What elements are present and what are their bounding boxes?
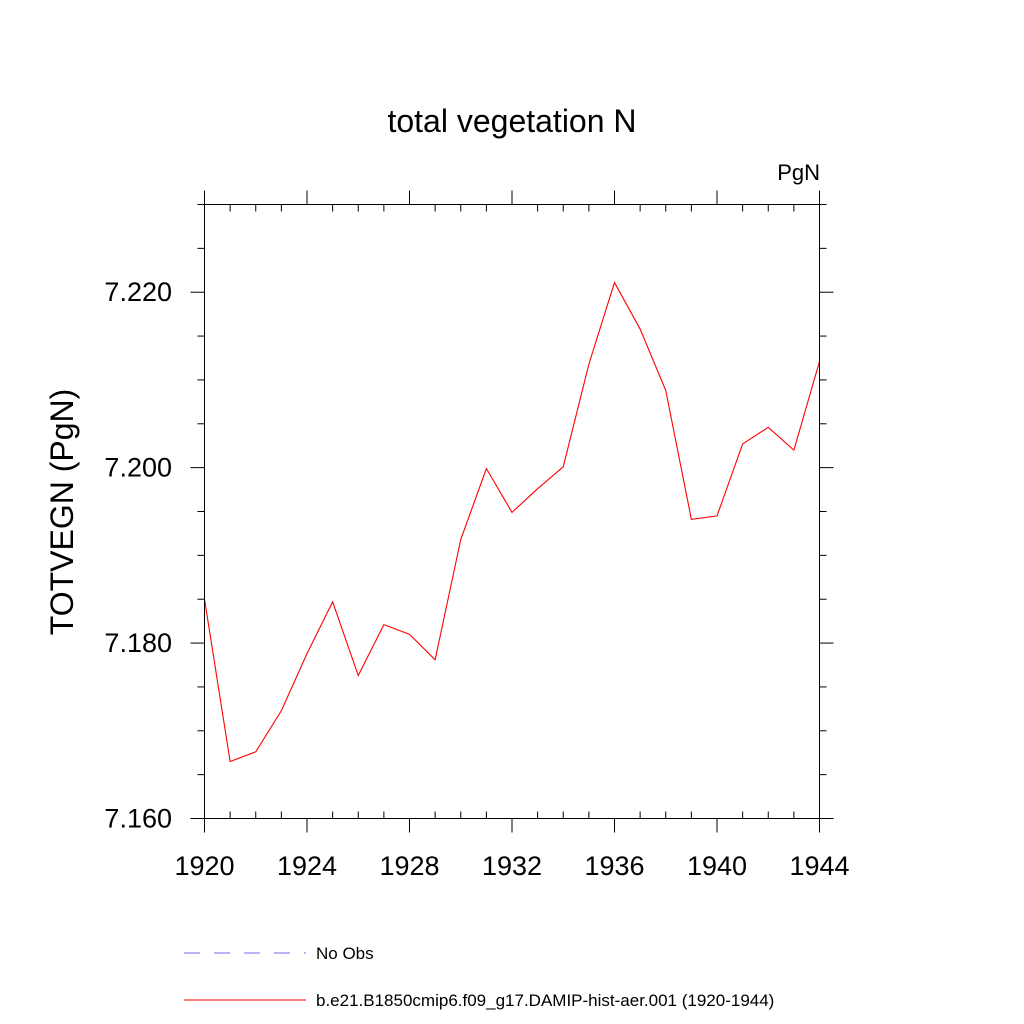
y-tick-label: 7.180 <box>104 628 172 658</box>
y-tick-label: 7.220 <box>104 277 172 307</box>
x-tick-label: 1924 <box>277 851 337 881</box>
legend-label: No Obs <box>316 944 374 963</box>
y-axis: 7.160 7.180 7.200 7.220 <box>104 204 834 834</box>
x-tick-label: 1940 <box>687 851 747 881</box>
series-line <box>203 281 821 763</box>
legend-label: b.e21.B1850cmip6.f09_g17.DAMIP-hist-aer.… <box>316 991 774 1010</box>
x-tick-label: 1936 <box>584 851 644 881</box>
y-tick-label: 7.200 <box>104 453 172 483</box>
series-layer <box>203 281 821 763</box>
x-tick-label: 1928 <box>379 851 439 881</box>
x-tick-label: 1944 <box>789 851 849 881</box>
y-tick-label: 7.160 <box>104 804 172 834</box>
x-axis: 1920 1924 1928 1932 1936 1940 1944 <box>174 190 850 881</box>
units-label: PgN <box>777 160 820 185</box>
y-axis-label: TOTVEGN (PgN) <box>44 389 80 636</box>
x-tick-label: 1920 <box>174 851 234 881</box>
chart-title: total vegetation N <box>387 103 636 139</box>
x-tick-label: 1932 <box>482 851 542 881</box>
legend: No Obs b.e21.B1850cmip6.f09_g17.DAMIP-his… <box>184 944 774 1010</box>
